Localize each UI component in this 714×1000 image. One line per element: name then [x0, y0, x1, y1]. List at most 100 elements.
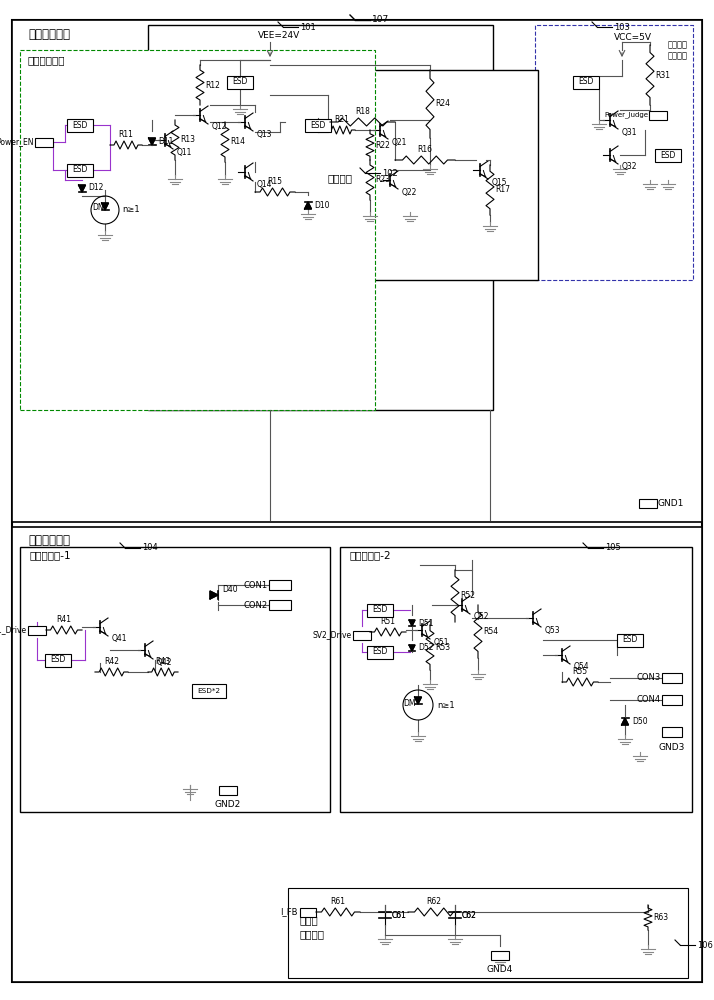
- Bar: [219, 786, 237, 794]
- Bar: [288, 888, 688, 978]
- Text: 102: 102: [382, 168, 398, 178]
- Bar: [28, 626, 46, 635]
- Text: Q15: Q15: [492, 178, 508, 186]
- Bar: [305, 118, 331, 131]
- Bar: [227, 76, 253, 89]
- Text: ESD: ESD: [50, 656, 66, 664]
- Bar: [573, 76, 599, 89]
- Text: GND1: GND1: [658, 498, 685, 508]
- Text: 过压检测: 过压检测: [328, 173, 353, 183]
- Text: D12: D12: [88, 184, 104, 192]
- Bar: [655, 148, 681, 161]
- Text: 101: 101: [300, 22, 316, 31]
- Text: D11: D11: [158, 137, 174, 146]
- Text: GND3: GND3: [659, 743, 685, 752]
- Text: R54: R54: [483, 627, 498, 636]
- Text: 107: 107: [372, 15, 389, 24]
- Text: R61: R61: [331, 897, 346, 906]
- Text: R42: R42: [104, 657, 119, 666]
- Text: R51: R51: [381, 617, 396, 626]
- Text: ESD: ESD: [372, 648, 388, 656]
- Text: 电磁阀驱动-2: 电磁阀驱动-2: [350, 550, 391, 560]
- Text: ESD: ESD: [623, 636, 638, 645]
- Polygon shape: [409, 645, 415, 651]
- Text: R52: R52: [460, 591, 475, 600]
- Text: n≥1: n≥1: [437, 700, 455, 710]
- Text: ESD: ESD: [232, 78, 248, 87]
- Bar: [20, 547, 330, 812]
- Bar: [45, 654, 71, 666]
- Text: Q22: Q22: [402, 188, 418, 196]
- Bar: [269, 600, 291, 610]
- Text: R55: R55: [573, 667, 588, 676]
- Text: Q53: Q53: [545, 626, 560, 635]
- Text: 104: 104: [142, 544, 158, 552]
- Text: DN: DN: [92, 202, 104, 212]
- Bar: [662, 727, 682, 737]
- Text: R12: R12: [205, 81, 220, 90]
- Text: R14: R14: [230, 137, 245, 146]
- Text: R15: R15: [268, 177, 283, 186]
- Text: D51: D51: [418, 618, 433, 628]
- Text: CON2: CON2: [244, 600, 268, 609]
- Text: Q31: Q31: [622, 127, 638, 136]
- Text: I_FB: I_FB: [281, 908, 298, 916]
- Bar: [617, 634, 643, 647]
- Bar: [662, 673, 682, 683]
- Text: Q51: Q51: [434, 638, 450, 647]
- Text: D10: D10: [314, 200, 329, 210]
- Bar: [340, 547, 692, 812]
- Text: 电流反馈: 电流反馈: [300, 929, 325, 939]
- Text: R53: R53: [435, 643, 450, 652]
- Text: C62: C62: [462, 910, 477, 920]
- Text: GND4: GND4: [487, 965, 513, 974]
- Text: R63: R63: [653, 913, 668, 922]
- Text: Q21: Q21: [392, 137, 408, 146]
- Text: Q41: Q41: [112, 635, 128, 644]
- Text: Q12: Q12: [212, 122, 227, 131]
- Text: R11: R11: [119, 130, 134, 139]
- Text: ESD: ESD: [578, 78, 593, 87]
- Text: Q32: Q32: [622, 162, 638, 172]
- Bar: [67, 118, 93, 131]
- Text: 阀体驱动电路: 阀体驱动电路: [28, 534, 70, 546]
- Bar: [12, 527, 702, 982]
- Bar: [12, 20, 702, 522]
- Bar: [649, 110, 667, 119]
- Text: R41: R41: [56, 615, 71, 624]
- Text: R18: R18: [355, 107, 370, 116]
- Polygon shape: [304, 202, 311, 209]
- Text: R24: R24: [435, 100, 450, 108]
- Text: R16: R16: [418, 145, 433, 154]
- Text: Q52: Q52: [474, 612, 490, 621]
- Text: VCC=5V: VCC=5V: [614, 32, 652, 41]
- Text: C62: C62: [462, 910, 477, 920]
- Text: R13: R13: [180, 135, 195, 144]
- Text: R21: R21: [334, 115, 349, 124]
- Polygon shape: [210, 591, 218, 599]
- Bar: [318, 70, 538, 280]
- Polygon shape: [621, 718, 628, 725]
- Text: 检测输出: 检测输出: [668, 51, 688, 60]
- Text: ESD: ESD: [311, 120, 326, 129]
- Text: ESD*2: ESD*2: [198, 688, 221, 694]
- Text: R17: R17: [495, 186, 510, 194]
- Text: ESD: ESD: [72, 165, 88, 174]
- Text: R22: R22: [375, 140, 390, 149]
- Text: Q11: Q11: [177, 147, 192, 156]
- Text: n≥1: n≥1: [122, 206, 140, 215]
- Bar: [67, 163, 93, 176]
- Text: CON3: CON3: [637, 674, 661, 682]
- Polygon shape: [101, 203, 109, 210]
- Text: SV1_Drive: SV1_Drive: [0, 626, 27, 635]
- Text: CON4: CON4: [637, 696, 661, 704]
- Text: D40: D40: [222, 585, 238, 594]
- Bar: [639, 498, 657, 508]
- Text: DM: DM: [403, 698, 416, 708]
- Text: R43: R43: [156, 657, 171, 666]
- Bar: [300, 908, 316, 916]
- Polygon shape: [409, 620, 415, 626]
- Text: Power_Judge: Power_Judge: [604, 112, 648, 118]
- Bar: [491, 950, 509, 960]
- Text: ESD: ESD: [72, 120, 88, 129]
